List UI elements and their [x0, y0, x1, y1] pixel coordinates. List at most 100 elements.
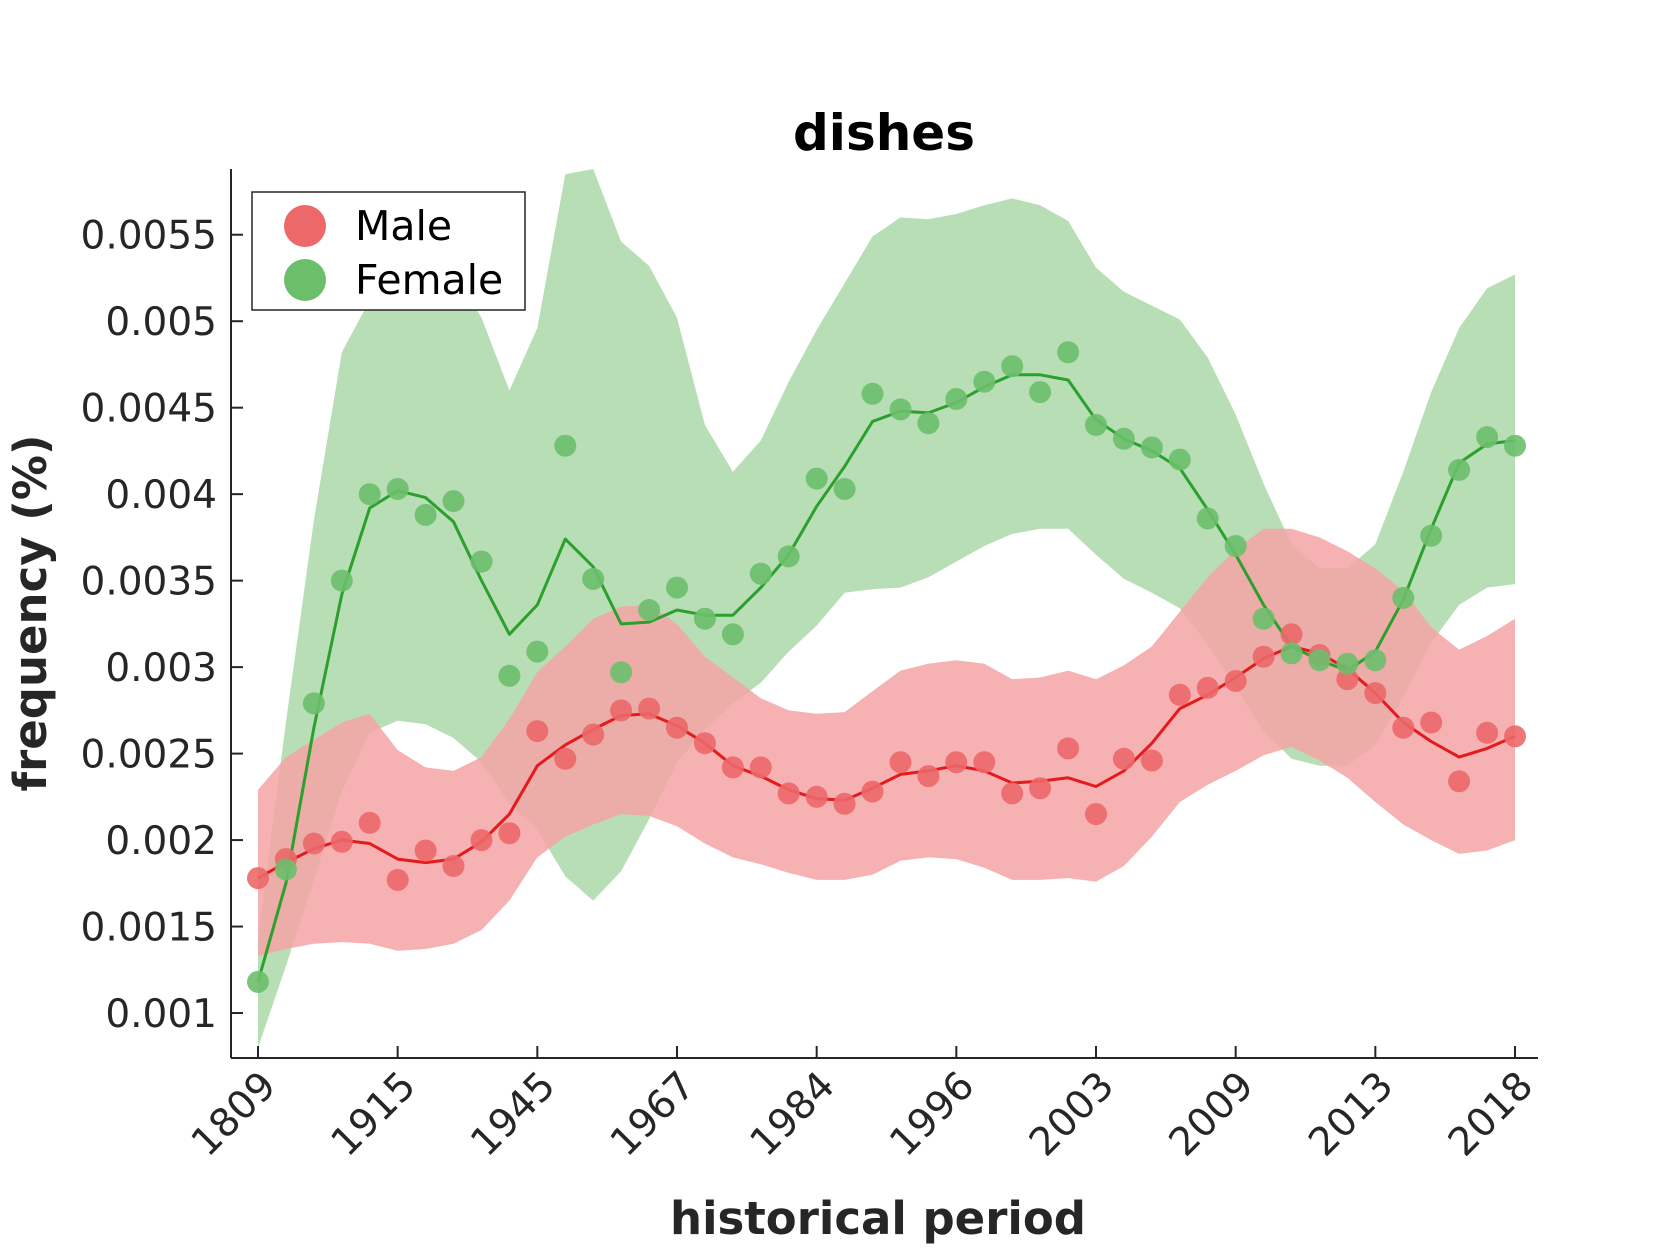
data-point-male	[833, 792, 856, 815]
y-tick-label: 0.0035	[81, 560, 217, 605]
data-point-female	[1140, 436, 1163, 459]
data-point-male	[1168, 683, 1191, 706]
y-tick-label: 0.002	[105, 819, 217, 864]
data-point-male	[330, 830, 353, 853]
data-point-female	[610, 661, 633, 684]
data-point-male	[861, 780, 884, 803]
data-point-male	[554, 747, 577, 770]
data-point-female	[777, 545, 800, 568]
data-point-female	[889, 398, 912, 421]
data-point-female	[1057, 341, 1080, 364]
y-tick-label: 0.0025	[81, 733, 217, 778]
data-point-male	[777, 782, 800, 805]
data-point-male	[1085, 803, 1107, 826]
legend-marker-female	[284, 259, 326, 301]
data-point-male	[749, 756, 772, 779]
data-point-female	[638, 599, 661, 621]
y-tick-label: 0.004	[105, 473, 217, 518]
data-point-female	[330, 569, 353, 592]
data-point-male	[358, 811, 381, 834]
y-tick-label: 0.0015	[81, 906, 217, 951]
data-point-male	[1364, 682, 1387, 705]
data-point-female	[1308, 649, 1331, 672]
data-point-male	[638, 697, 661, 720]
data-point-male	[470, 829, 493, 852]
data-point-male	[666, 716, 688, 739]
data-point-female	[749, 562, 772, 585]
data-point-male	[1029, 777, 1052, 800]
data-point-male	[582, 723, 605, 746]
data-point-female	[1280, 642, 1303, 665]
legend-label-male: Male	[355, 202, 452, 250]
data-point-female	[1224, 535, 1247, 557]
trend-line-female	[256, 373, 1516, 983]
data-point-female	[1196, 507, 1219, 530]
data-point-female	[247, 970, 269, 993]
plot-area	[247, 169, 1526, 1048]
data-point-male	[1252, 645, 1275, 668]
data-point-male	[917, 765, 940, 788]
data-point-male	[1140, 749, 1163, 772]
data-point-female	[1476, 426, 1499, 449]
data-point-male	[1224, 670, 1247, 692]
data-point-male	[414, 839, 437, 862]
data-point-female	[442, 490, 465, 513]
data-point-male	[889, 751, 912, 774]
data-point-female	[1448, 458, 1471, 481]
y-tick-label: 0.005	[105, 300, 217, 345]
y-tick-label: 0.0055	[81, 214, 217, 259]
legend-marker-male	[284, 205, 326, 247]
y-axis-ticks: 0.001 0.0015 0.002 0.0025 0.003 0.0035 0.004 0.…	[81, 214, 243, 1037]
data-point-female	[805, 467, 828, 490]
data-point-female	[861, 382, 884, 405]
data-point-female	[554, 434, 577, 457]
data-point-female	[833, 478, 856, 500]
data-point-male	[1057, 737, 1080, 760]
data-point-male	[1001, 782, 1024, 805]
chart-title: dishes	[793, 104, 975, 162]
data-point-male	[805, 785, 828, 808]
y-axis-label: frequency (%)	[4, 435, 57, 792]
legend-label-female: Female	[355, 256, 503, 304]
data-point-male	[1420, 711, 1443, 734]
data-point-female	[1001, 355, 1024, 378]
data-point-female	[386, 478, 409, 500]
data-point-female	[526, 640, 549, 663]
data-point-female	[302, 692, 325, 715]
data-point-male	[973, 751, 996, 774]
data-point-male	[693, 732, 716, 755]
data-point-female	[582, 567, 605, 590]
data-point-male	[1476, 721, 1499, 744]
trend-lines	[256, 373, 1516, 983]
data-point-male	[1392, 716, 1415, 739]
data-point-male	[1112, 747, 1135, 770]
data-point-female	[693, 607, 716, 630]
x-axis-label: historical period	[670, 1192, 1086, 1245]
data-point-female	[973, 370, 996, 393]
data-point-female	[1364, 649, 1387, 672]
data-point-male	[442, 855, 465, 877]
data-point-male	[1336, 668, 1359, 691]
y-tick-label: 0.0045	[81, 387, 217, 432]
data-point-female	[1168, 448, 1191, 471]
data-point-male	[526, 720, 549, 743]
data-point-male	[247, 867, 269, 890]
data-point-female	[1085, 414, 1107, 436]
data-point-female	[414, 503, 437, 526]
trend-line-male	[257, 644, 1516, 880]
y-tick-label: 0.003	[105, 646, 217, 691]
data-point-male	[610, 699, 633, 722]
data-point-male	[721, 756, 744, 779]
data-point-male	[1196, 676, 1219, 699]
data-point-female	[1029, 381, 1052, 404]
data-point-female	[498, 664, 521, 687]
data-point-female	[358, 483, 381, 506]
data-points	[247, 341, 1526, 993]
data-point-female	[1504, 434, 1526, 457]
data-point-female	[721, 623, 744, 646]
legend: Male Female	[251, 191, 526, 311]
confidence-bands	[258, 169, 1515, 1048]
data-point-male	[1448, 770, 1471, 793]
data-point-female	[1252, 607, 1275, 630]
